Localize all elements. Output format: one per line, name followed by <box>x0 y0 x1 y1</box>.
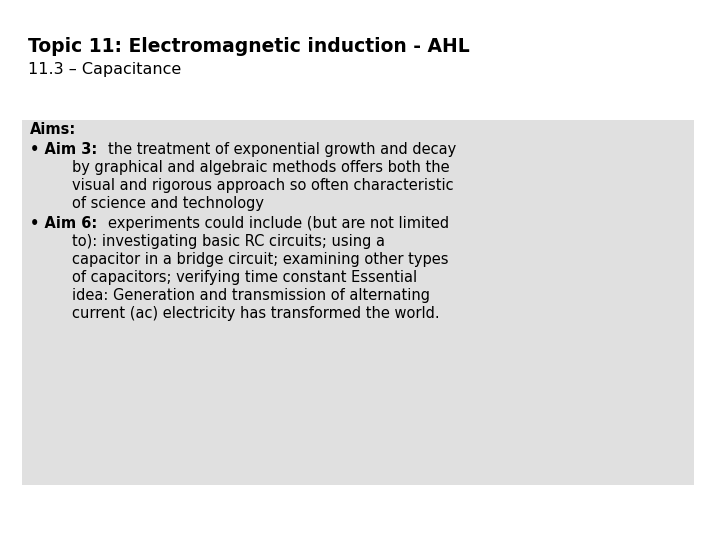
Text: visual and rigorous approach so often characteristic: visual and rigorous approach so often ch… <box>72 178 454 193</box>
Text: Topic 11: Electromagnetic induction - AHL: Topic 11: Electromagnetic induction - AH… <box>28 37 469 56</box>
Text: of science and technology: of science and technology <box>72 196 264 211</box>
Text: • Aim 3:: • Aim 3: <box>30 142 97 157</box>
Text: idea: Generation and transmission of alternating: idea: Generation and transmission of alt… <box>72 288 430 303</box>
Text: Aims:: Aims: <box>30 122 76 137</box>
Text: by graphical and algebraic methods offers both the: by graphical and algebraic methods offer… <box>72 160 449 175</box>
Text: experiments could include (but are not limited: experiments could include (but are not l… <box>108 216 449 231</box>
Text: capacitor in a bridge circuit; examining other types: capacitor in a bridge circuit; examining… <box>72 252 449 267</box>
FancyBboxPatch shape <box>22 120 694 485</box>
Text: to): investigating basic RC circuits; using a: to): investigating basic RC circuits; us… <box>72 234 385 249</box>
Text: of capacitors; verifying time constant Essential: of capacitors; verifying time constant E… <box>72 270 417 285</box>
Text: 11.3 – Capacitance: 11.3 – Capacitance <box>28 62 181 77</box>
Text: • Aim 6:: • Aim 6: <box>30 216 97 231</box>
Text: the treatment of exponential growth and decay: the treatment of exponential growth and … <box>108 142 456 157</box>
Text: current (ac) electricity has transformed the world.: current (ac) electricity has transformed… <box>72 306 440 321</box>
